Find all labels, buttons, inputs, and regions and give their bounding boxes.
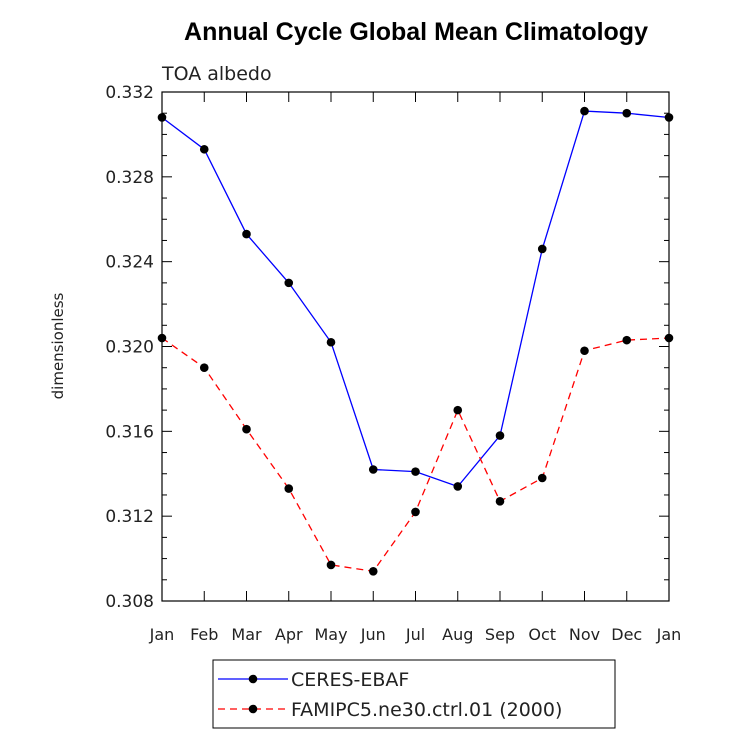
x-tick-label: Dec	[611, 625, 642, 644]
series-1-point	[580, 346, 589, 356]
chart-subtitle: TOA albedo	[161, 63, 272, 85]
x-tick-label: Jun	[360, 625, 386, 644]
y-tick-label: 0.320	[105, 338, 154, 358]
series-0-point	[495, 431, 505, 440]
x-tick-label: Jul	[405, 625, 425, 644]
series-1-point	[411, 507, 420, 517]
series-layer	[157, 106, 674, 576]
x-tick-label: Jan	[149, 625, 175, 644]
plot-frame	[161, 91, 670, 602]
series-0-point	[242, 229, 251, 239]
series-1-point	[199, 363, 209, 373]
y-tick-label: 0.332	[105, 83, 154, 103]
series-0-point	[326, 337, 336, 347]
x-tick-label: Mar	[231, 625, 262, 644]
series-0-point	[411, 467, 420, 476]
series-line-0	[161, 110, 670, 488]
series-1-point	[326, 560, 336, 570]
y-axis-label: dimensionless	[49, 292, 67, 399]
y-tick-label: 0.316	[105, 422, 154, 442]
axes: 0.308 0.312 0.316 0.320 0.324 0.328 0.332 Jan Fe…	[105, 83, 681, 644]
x-tick-label: May	[314, 625, 347, 644]
x-tick-label: Apr	[275, 625, 303, 644]
series-0-point	[368, 465, 378, 474]
y-tick-label: 0.328	[105, 168, 154, 188]
series-0-point	[622, 108, 632, 118]
x-tick-label: Feb	[190, 625, 218, 644]
series-0-point	[157, 113, 167, 122]
legend: CERES-EBAF FAMIPC5.ne30.ctrl.01 (2000)	[212, 659, 616, 729]
x-tick-label: Oct	[528, 625, 556, 644]
series-1-point	[284, 484, 294, 493]
series-1-point	[495, 497, 505, 506]
x-tick-label: Nov	[569, 625, 600, 644]
x-tick-label: Aug	[442, 625, 473, 644]
x-tick-label: Sep	[485, 625, 515, 644]
legend-marker-model	[248, 704, 258, 714]
series-1-point	[537, 473, 547, 483]
y-tick-label: 0.324	[105, 253, 154, 273]
legend-marker-ceres	[248, 674, 258, 684]
x-tick-label: Jan	[656, 625, 682, 644]
series-0-point	[453, 482, 463, 491]
series-1-point	[368, 567, 378, 576]
series-0-point	[664, 113, 674, 122]
series-1-point	[157, 333, 167, 343]
series-0-point	[537, 244, 547, 254]
series-1-point	[622, 335, 632, 345]
series-1-point	[242, 424, 251, 434]
series-0-point	[580, 106, 589, 116]
legend-box	[212, 659, 616, 729]
series-0-point	[284, 278, 294, 288]
series-1-point	[664, 333, 674, 343]
y-tick-label: 0.312	[105, 507, 154, 527]
y-tick-label: 0.308	[105, 592, 154, 612]
legend-label-ceres: CERES-EBAF	[291, 669, 409, 691]
series-0-point	[199, 144, 209, 154]
series-line-1	[161, 337, 670, 573]
legend-label-model: FAMIPC5.ne30.ctrl.01 (2000)	[291, 699, 562, 721]
series-1-point	[453, 405, 463, 415]
chart-title: Annual Cycle Global Mean Climatology	[184, 18, 648, 46]
